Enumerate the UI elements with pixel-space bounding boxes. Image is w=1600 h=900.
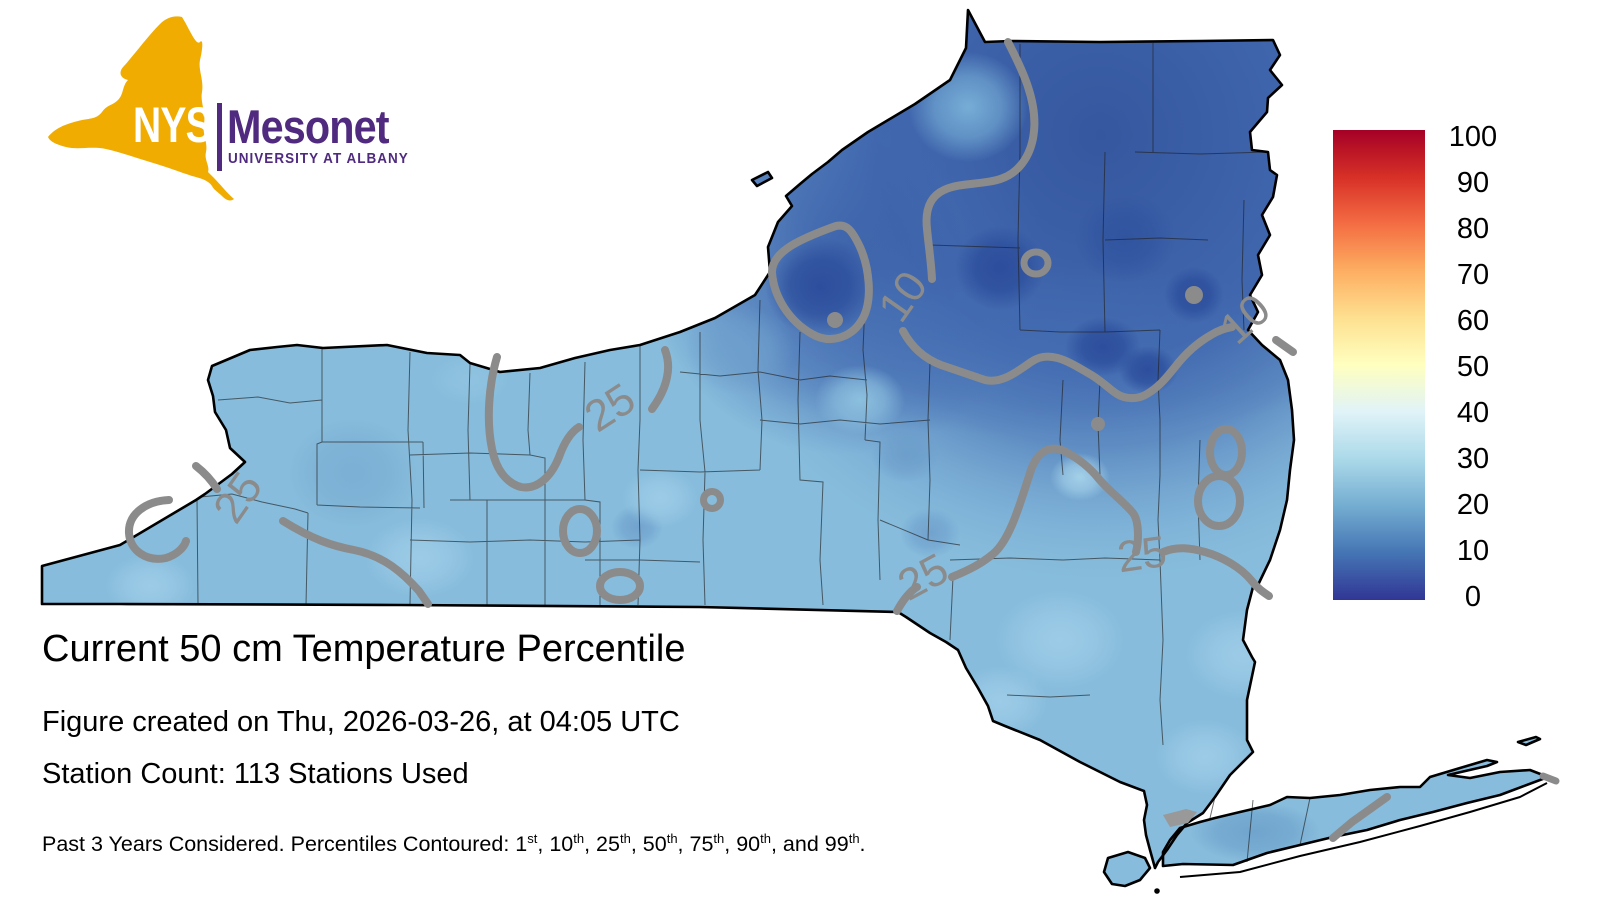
figure-title: Current 50 cm Temperature Percentile — [42, 628, 686, 670]
logo-divider — [217, 103, 222, 171]
colorbar-tick-label: 80 — [1456, 213, 1490, 245]
barrier-island-line — [1179, 782, 1548, 878]
long-island-contour — [1329, 793, 1391, 842]
colorbar-tick-label: 100 — [1448, 121, 1498, 153]
colorbar-tick-label: 60 — [1456, 305, 1490, 337]
colorbar-gradient — [1333, 130, 1425, 600]
contour-label: 25 — [1114, 527, 1169, 582]
logo-nys-text: NYS — [133, 97, 212, 153]
nyc-contour-fragment — [1163, 809, 1197, 827]
colorbar-tick-label: 90 — [1456, 167, 1490, 199]
figure-created-line: Figure created on Thu, 2026-03-26, at 04… — [42, 706, 680, 738]
colorbar-tick-label: 30 — [1456, 443, 1490, 475]
state-outline — [40, 8, 1550, 894]
colorbar-tick-label: 0 — [1464, 581, 1482, 613]
footnote-line: Past 3 Years Considered. Percentiles Con… — [42, 831, 866, 857]
montauk-contour — [1539, 772, 1560, 785]
logo-ny-state-shape — [48, 16, 234, 201]
colorbar-tick-label: 10 — [1456, 535, 1490, 567]
nys-mesonet-logo: NYS Mesonet UNIVERSITY AT ALBANY — [0, 0, 430, 215]
colorbar-tick-label: 70 — [1456, 259, 1490, 291]
colorbar-tick-label: 50 — [1456, 351, 1490, 383]
colorbar-tick-label: 20 — [1456, 489, 1490, 521]
logo-mesonet-text: Mesonet — [227, 100, 389, 153]
contour-lines — [125, 38, 1560, 842]
colorbar-tick-label: 40 — [1456, 397, 1490, 429]
station-count-line: Station Count: 113 Stations Used — [42, 758, 469, 790]
logo-university-text: UNIVERSITY AT ALBANY — [228, 151, 409, 167]
